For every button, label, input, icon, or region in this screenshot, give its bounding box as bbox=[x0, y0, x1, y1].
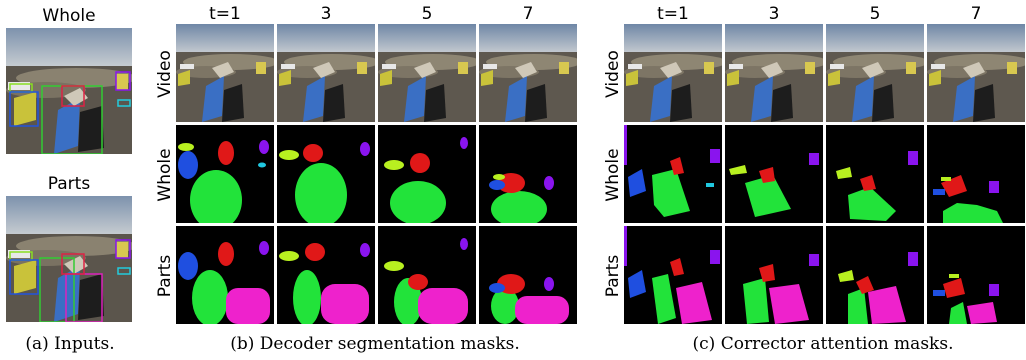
panel-c-video-frame-1 bbox=[624, 24, 722, 122]
panel-b-parts-mask-7 bbox=[479, 226, 577, 324]
panel-b-video-frame-5 bbox=[378, 24, 476, 122]
caption-inputs: (a) Inputs. bbox=[25, 334, 115, 354]
panel-b-whole-mask-7 bbox=[479, 125, 577, 223]
panel-c-col-title-4: 7 bbox=[970, 4, 982, 24]
panel-b-col-title-4: 7 bbox=[522, 4, 534, 24]
panel-c-whole-mask-3 bbox=[725, 125, 823, 223]
inputs-whole-title: Whole bbox=[42, 6, 96, 26]
panel-c-whole-mask-5 bbox=[826, 125, 924, 223]
panel-c-parts-mask-1 bbox=[624, 226, 722, 324]
panel-b-parts-mask-1 bbox=[176, 226, 274, 324]
panel-b-whole-mask-5 bbox=[378, 125, 476, 223]
panel-c-col-title-2: 3 bbox=[768, 4, 780, 24]
panel-b-col-title-2: 3 bbox=[320, 4, 332, 24]
panel-c-row-label-parts: Parts bbox=[603, 254, 623, 298]
panel-b-video-frame-3 bbox=[277, 24, 375, 122]
panel-b-row-label-parts: Parts bbox=[155, 254, 175, 298]
caption-decoder-masks: (b) Decoder segmentation masks. bbox=[230, 334, 520, 354]
panel-c-video-frame-3 bbox=[725, 24, 823, 122]
panel-c-parts-mask-3 bbox=[725, 226, 823, 324]
panel-c-row-label-video: Video bbox=[603, 50, 623, 98]
input-image-whole bbox=[6, 28, 132, 154]
panel-b-parts-mask-3 bbox=[277, 226, 375, 324]
inputs-parts-title: Parts bbox=[47, 174, 91, 194]
panel-b-row-label-video: Video bbox=[155, 50, 175, 98]
panel-c-col-title-1: t=1 bbox=[657, 4, 689, 24]
panel-c-whole-mask-7 bbox=[927, 125, 1025, 223]
panel-c-parts-mask-5 bbox=[826, 226, 924, 324]
panel-b-video-frame-7 bbox=[479, 24, 577, 122]
panel-c-whole-mask-1 bbox=[624, 125, 722, 223]
panel-b-video-frame-1 bbox=[176, 24, 274, 122]
caption-corrector-masks: (c) Corrector attention masks. bbox=[692, 334, 954, 354]
panel-c-video-frame-7 bbox=[927, 24, 1025, 122]
panel-b-row-label-whole: Whole bbox=[155, 148, 175, 202]
panel-c-parts-mask-7 bbox=[927, 226, 1025, 324]
panel-b-col-title-1: t=1 bbox=[209, 4, 241, 24]
panel-b-whole-mask-3 bbox=[277, 125, 375, 223]
panel-c-video-frame-5 bbox=[826, 24, 924, 122]
panel-b-whole-mask-1 bbox=[176, 125, 274, 223]
panel-c-row-label-whole: Whole bbox=[603, 148, 623, 202]
panel-b-col-title-3: 5 bbox=[421, 4, 433, 24]
input-image-parts bbox=[6, 196, 132, 322]
panel-c-col-title-3: 5 bbox=[869, 4, 881, 24]
panel-b-parts-mask-5 bbox=[378, 226, 476, 324]
